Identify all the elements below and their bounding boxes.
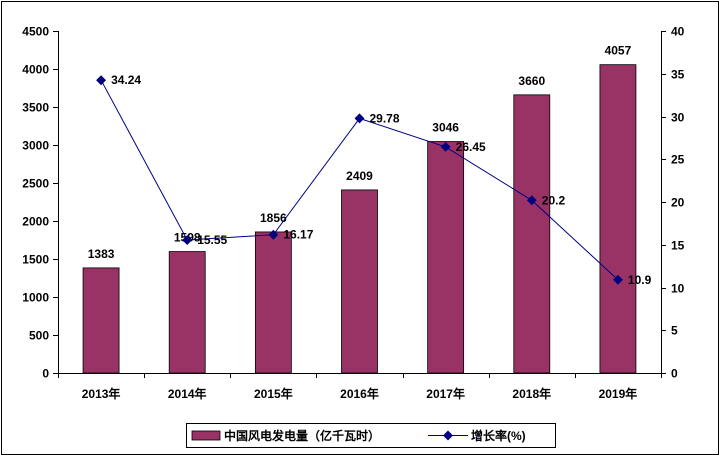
bar-data-label: 1383 bbox=[88, 247, 115, 261]
y-left-tick-label: 0 bbox=[42, 367, 49, 381]
y-right-tick-label: 40 bbox=[671, 25, 685, 39]
x-tick-label: 2018年 bbox=[512, 386, 551, 401]
y-left-tick-label: 2000 bbox=[22, 215, 49, 229]
legend-box bbox=[186, 423, 556, 448]
bar-2013年 bbox=[82, 267, 120, 374]
bar-data-label: 3046 bbox=[432, 121, 459, 135]
bar-2015年 bbox=[254, 231, 292, 374]
legend-line-label: 增长率(%) bbox=[471, 428, 526, 443]
line-data-label: 15.55 bbox=[197, 233, 227, 247]
growth-rate-point bbox=[268, 229, 279, 240]
y-right-tick-label: 35 bbox=[671, 68, 685, 82]
bar-2016年 bbox=[341, 189, 378, 374]
line-data-label: 20.2 bbox=[542, 193, 566, 207]
growth-rate-point bbox=[96, 75, 107, 86]
y-left-tick-label: 2500 bbox=[22, 177, 49, 191]
bar-data-label: 1856 bbox=[260, 211, 287, 225]
bar-data-label: 4057 bbox=[605, 44, 632, 58]
y-left-tick-label: 4500 bbox=[22, 25, 49, 39]
bar-data-label: 3660 bbox=[518, 74, 545, 88]
y-left-tick-label: 3000 bbox=[22, 139, 49, 153]
x-tick-label: 2019年 bbox=[599, 386, 638, 401]
y-right-tick-label: 25 bbox=[671, 153, 685, 167]
bar-2019年 bbox=[599, 64, 637, 374]
bar-2017年 bbox=[427, 141, 465, 374]
legend: 中国风电发电量（亿千瓦时） 增长率(%) bbox=[186, 423, 556, 448]
y-right-tick-label: 0 bbox=[671, 367, 678, 381]
y-right-tick-label: 10 bbox=[671, 282, 685, 296]
y-left-tick-label: 3500 bbox=[22, 101, 49, 115]
legend-bar-label: 中国风电发电量（亿千瓦时） bbox=[224, 428, 380, 443]
growth-rate-point bbox=[182, 235, 193, 245]
legend-line-marker bbox=[443, 430, 453, 441]
x-tick-label: 2016年 bbox=[340, 386, 379, 401]
y-right-tick-label: 5 bbox=[671, 324, 678, 338]
growth-rate-point bbox=[526, 195, 537, 206]
bar-data-label: 2409 bbox=[346, 169, 373, 183]
bar-2018年 bbox=[513, 94, 551, 374]
x-tick-label: 2017年 bbox=[426, 386, 465, 401]
x-tick-label: 2013年 bbox=[82, 386, 121, 401]
y-right-tick-label: 30 bbox=[671, 111, 685, 125]
line-data-label: 29.78 bbox=[370, 111, 400, 125]
y-right-tick-label: 20 bbox=[671, 196, 685, 210]
growth-rate-point bbox=[612, 274, 623, 285]
line-data-label: 16.17 bbox=[283, 228, 313, 242]
y-left-tick-label: 4000 bbox=[22, 63, 49, 77]
bar-2014年 bbox=[168, 251, 206, 374]
legend-bar-swatch bbox=[191, 430, 221, 441]
x-tick-label: 2015年 bbox=[254, 386, 293, 401]
growth-rate-point bbox=[440, 141, 451, 152]
line-data-label: 10.9 bbox=[628, 273, 652, 287]
y-right-tick-label: 15 bbox=[671, 239, 685, 253]
line-data-label: 26.45 bbox=[456, 140, 486, 154]
y-left-tick-label: 1500 bbox=[22, 253, 49, 267]
line-data-label: 34.24 bbox=[111, 73, 141, 87]
plot-area: 0 500 1000 1500 2000 2500 3000 3500 4000 4500 0 5 10… bbox=[22, 25, 684, 402]
y-left-tick-label: 500 bbox=[29, 329, 49, 343]
x-tick-label: 2014年 bbox=[168, 386, 207, 401]
y-left-tick-label: 1000 bbox=[22, 291, 49, 305]
